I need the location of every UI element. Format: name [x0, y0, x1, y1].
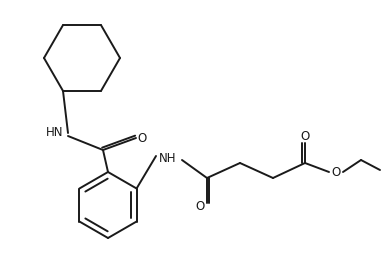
Text: HN: HN	[46, 126, 64, 140]
Text: O: O	[331, 165, 341, 179]
Text: O: O	[137, 132, 147, 144]
Text: NH: NH	[159, 151, 177, 165]
Text: O: O	[195, 200, 205, 214]
Text: O: O	[300, 129, 310, 143]
